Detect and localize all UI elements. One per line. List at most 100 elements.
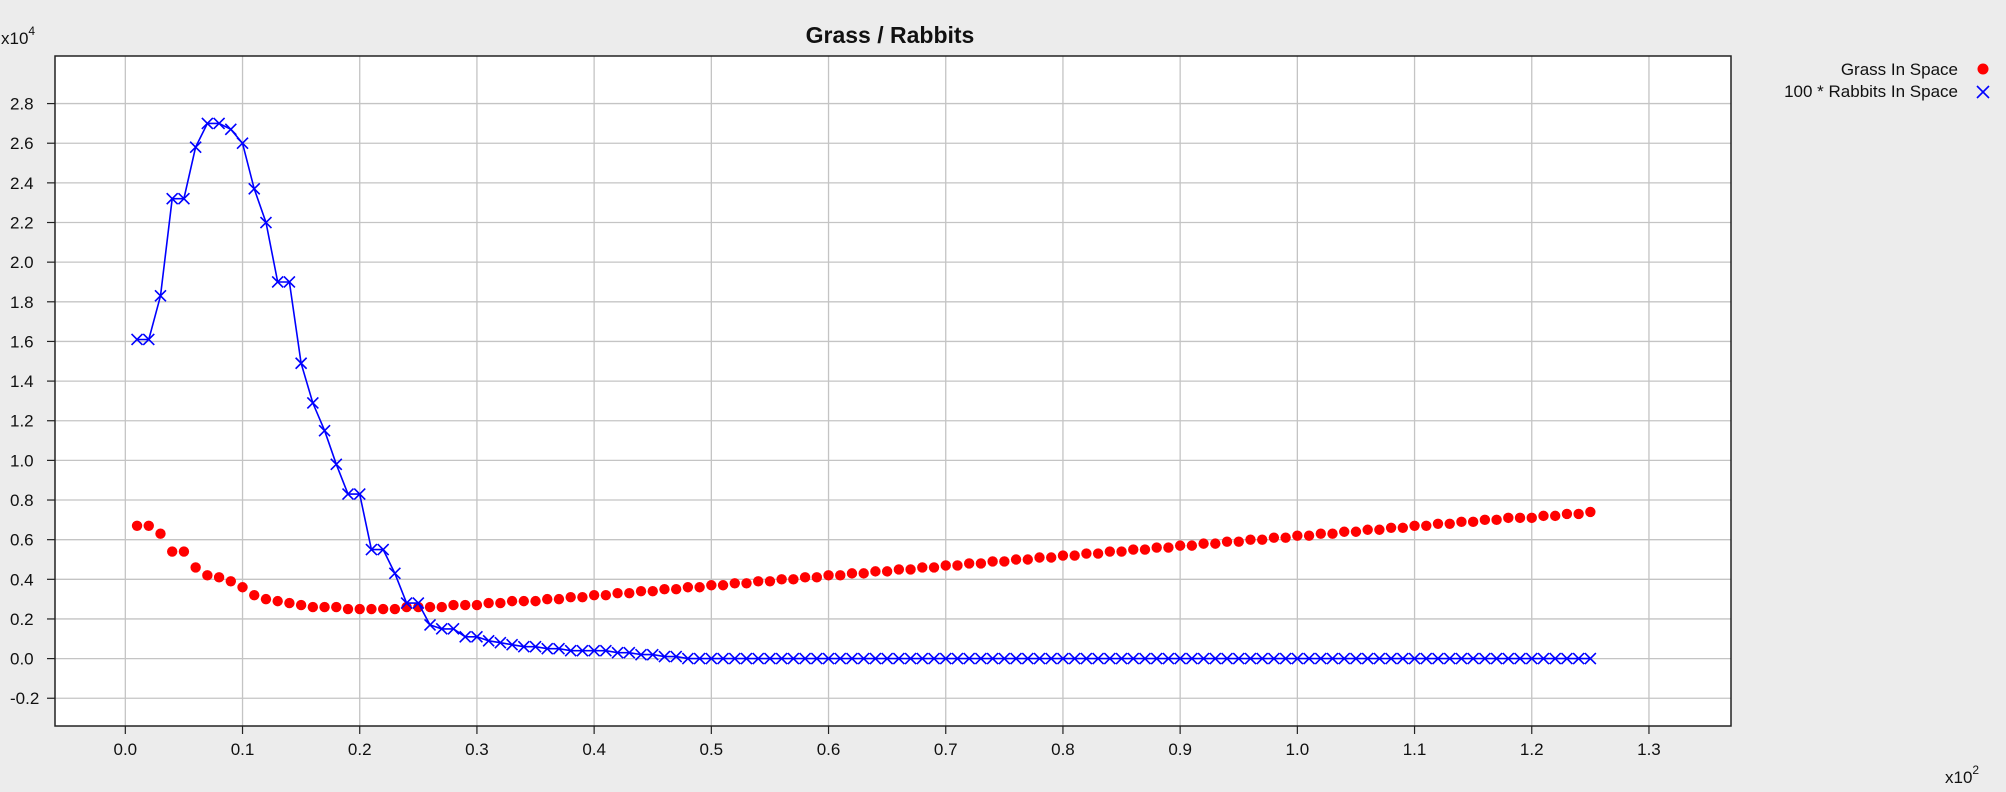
data-point (1525, 652, 1538, 665)
plot-frame (54, 55, 1732, 727)
x-tick-label: 1.1 (1403, 740, 1427, 759)
x-tick-label: 0.6 (817, 740, 841, 759)
data-point (1151, 542, 1162, 553)
data-point (659, 584, 670, 595)
data-point (1267, 652, 1280, 665)
data-point (1010, 554, 1022, 565)
data-point (1455, 652, 1468, 665)
data-point (705, 652, 718, 665)
data-point (646, 648, 659, 661)
data-point (799, 652, 812, 665)
data-point (1163, 542, 1174, 553)
data-point (1502, 652, 1515, 665)
data-point (518, 595, 530, 607)
data-point (763, 652, 777, 665)
x-tick-label: 0.8 (1051, 740, 1075, 759)
data-point (764, 576, 776, 587)
data-point (1303, 530, 1315, 541)
data-point (260, 593, 272, 605)
legend-marker-rabbits (1976, 85, 1990, 99)
y-axis-ticks: -0.2 0.0 0.2 0.4 0.6 0.8 1.0 1.2 1.4 1.6 1.8 2.0 2.2… (10, 95, 55, 708)
data-point (202, 570, 213, 581)
data-point (1256, 652, 1269, 665)
data-point (225, 576, 237, 587)
data-point (1138, 652, 1152, 665)
data-point (495, 597, 506, 609)
data-point (1444, 518, 1455, 530)
data-point (517, 640, 530, 653)
data-point (741, 578, 752, 589)
data-point (1034, 552, 1045, 563)
data-point (330, 458, 343, 471)
data-point (435, 622, 448, 635)
data-point (1537, 652, 1550, 665)
data-point (1573, 508, 1584, 520)
data-point (858, 568, 869, 579)
y-tick-label: -0.2 (10, 689, 39, 708)
data-point (377, 543, 390, 556)
data-point (788, 574, 799, 585)
data-point (1315, 528, 1326, 539)
series-0 (131, 506, 1596, 615)
data-point (295, 599, 307, 611)
data-point (823, 570, 834, 581)
data-point (916, 652, 929, 665)
data-point (167, 546, 178, 557)
data-point (213, 572, 225, 583)
data-point (940, 560, 951, 571)
data-point (635, 586, 647, 597)
data-point (1350, 526, 1362, 537)
data-point (224, 123, 237, 136)
data-point (295, 357, 308, 370)
y-tick-label: 2.4 (10, 174, 34, 193)
data-point (870, 566, 881, 577)
x-axis-ticks: 0.0 0.1 0.2 0.3 0.4 0.5 0.6 0.7 0.8 0.9 1.0 1.1 1.2 1… (114, 726, 1661, 759)
data-point (682, 582, 694, 593)
data-point (612, 587, 623, 599)
chart-title: Grass / Rabbits (806, 22, 975, 48)
y-tick-label: 1.0 (10, 451, 34, 470)
data-point (1245, 534, 1256, 545)
data-point (130, 333, 144, 346)
data-point (166, 192, 179, 205)
data-point (693, 652, 706, 665)
data-point (845, 652, 859, 665)
data-point (155, 528, 166, 539)
data-point (178, 546, 190, 557)
data-point (423, 618, 437, 631)
data-point (471, 599, 483, 611)
data-point (447, 622, 460, 635)
data-point (1046, 552, 1057, 563)
data-point (470, 630, 483, 643)
data-point (1490, 652, 1503, 665)
x-tick-label: 0.7 (934, 740, 958, 759)
data-point (388, 567, 401, 580)
data-point (271, 275, 284, 289)
data-point (542, 593, 553, 605)
data-point (986, 652, 999, 665)
data-point (236, 137, 249, 150)
data-point (974, 652, 987, 665)
data-point (706, 580, 717, 591)
data-point (1150, 652, 1163, 665)
plot-background (55, 56, 1731, 726)
data-point (728, 652, 741, 665)
data-point (975, 558, 987, 569)
data-point (1092, 652, 1105, 665)
legend-label-rabbits: 100 * Rabbits In Space (1784, 82, 1958, 101)
data-point (506, 595, 518, 607)
data-point (530, 595, 541, 607)
data-point (1503, 512, 1514, 524)
data-point (1362, 524, 1373, 535)
y-tick-label: 0.4 (10, 570, 34, 589)
data-point (1478, 652, 1491, 665)
data-point (1549, 652, 1562, 665)
data-point (1526, 512, 1537, 524)
data-point (213, 117, 226, 130)
x-axis-multiplier: x102 (1945, 763, 1979, 787)
data-point (952, 560, 963, 571)
data-point (1115, 652, 1128, 665)
data-point (1009, 652, 1023, 665)
data-point (424, 601, 436, 613)
data-point (752, 652, 765, 665)
